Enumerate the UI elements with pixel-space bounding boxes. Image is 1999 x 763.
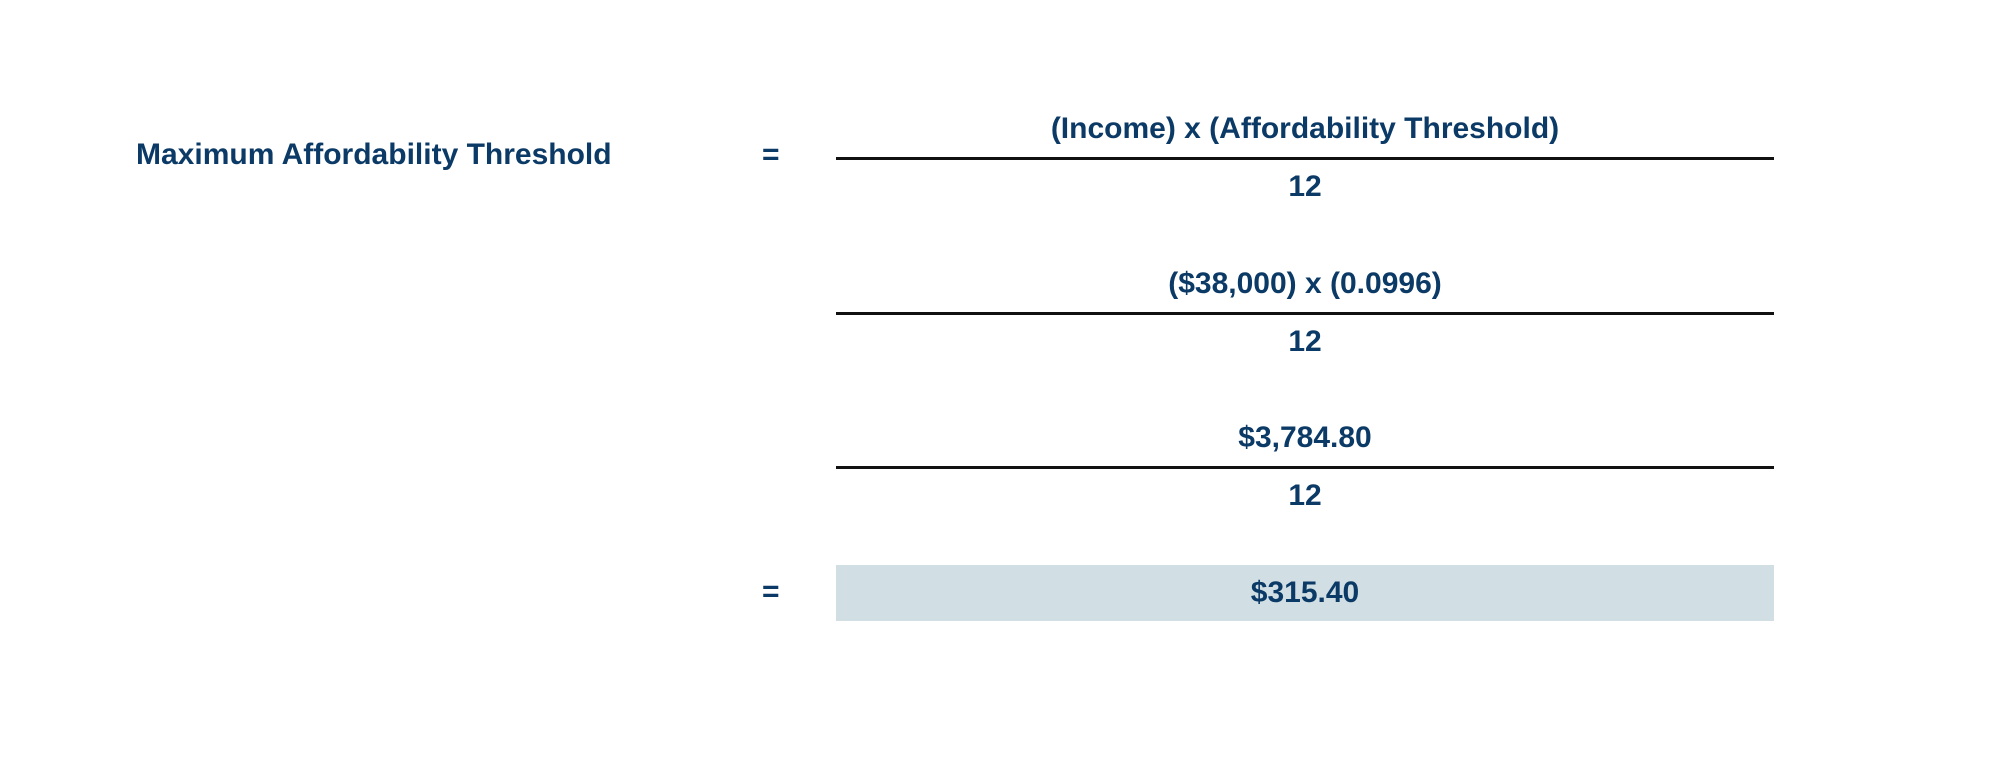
fraction-step-3: $3,784.80 12 bbox=[836, 415, 1774, 519]
fraction-numerator: (Income) x (Affordability Threshold) bbox=[1050, 112, 1560, 145]
fraction-numerator: $3,784.80 bbox=[1238, 421, 1372, 454]
result-equals-sign: = bbox=[762, 575, 780, 608]
fraction-denominator: 12 bbox=[1288, 325, 1322, 358]
formula-label: Maximum Affordability Threshold bbox=[136, 138, 612, 171]
equals-sign: = bbox=[762, 138, 780, 171]
fraction-denominator: 12 bbox=[1288, 479, 1322, 512]
fraction-bar bbox=[836, 312, 1774, 315]
fraction-step-1: (Income) x (Affordability Threshold) 12 bbox=[836, 106, 1774, 210]
fraction-denominator: 12 bbox=[1288, 170, 1322, 203]
fraction-bar bbox=[836, 466, 1774, 469]
fraction-numerator: ($38,000) x (0.0996) bbox=[1168, 267, 1442, 300]
fraction-step-2: ($38,000) x (0.0996) 12 bbox=[836, 261, 1774, 365]
fraction-bar bbox=[836, 157, 1774, 160]
result-value: $315.40 bbox=[836, 565, 1774, 621]
